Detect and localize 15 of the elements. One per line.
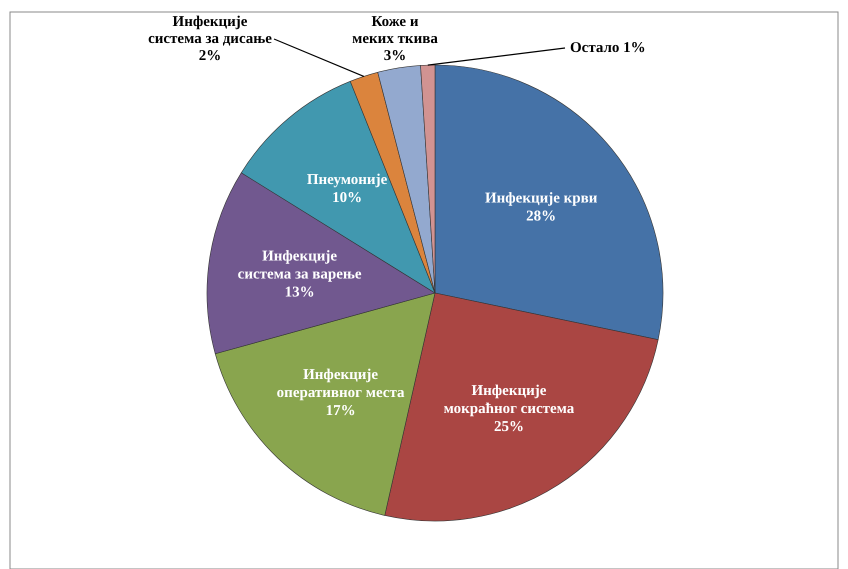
data-label: 25% (494, 419, 524, 436)
slice-label: Инфекције система за варење (238, 248, 362, 283)
slice-label: Инфекције мокраћног система (444, 383, 575, 418)
slice-label: Пнеумоније (306, 172, 388, 188)
slice-label: Коже и меких ткива (352, 14, 438, 47)
slice-label: Инфекције крви (484, 190, 598, 207)
data-label: 3% (384, 48, 406, 64)
slice-label: Остало 1% (570, 40, 646, 56)
slice-label: Инфекције оперативног места (276, 367, 406, 402)
data-label: 13% (284, 284, 315, 301)
data-label: 10% (332, 190, 362, 206)
data-label: 2% (198, 48, 222, 64)
data-label: 28% (526, 208, 556, 225)
data-label: 17% (326, 403, 356, 420)
slice-label: Инфекције система за дисање (148, 14, 272, 47)
